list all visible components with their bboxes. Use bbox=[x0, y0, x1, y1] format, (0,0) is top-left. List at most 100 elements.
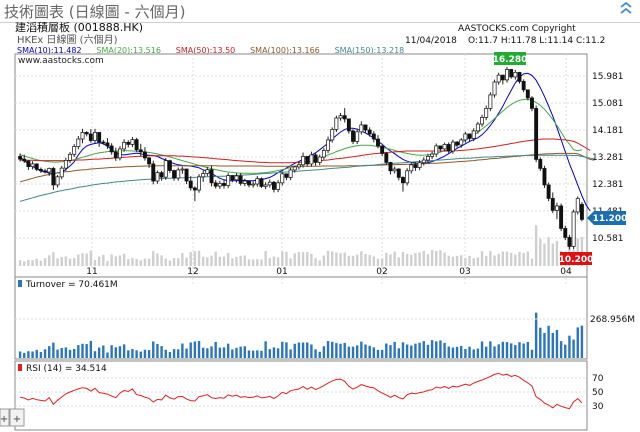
overlay-volume-bar bbox=[197, 250, 201, 266]
candle-body bbox=[163, 160, 168, 178]
overlay-volume-bar bbox=[35, 258, 38, 266]
candle-body bbox=[76, 138, 81, 147]
turnover-bar bbox=[385, 343, 388, 358]
overlay-volume-bar bbox=[210, 255, 213, 266]
sma-legend-entry: SMA(50):13.50 bbox=[176, 46, 235, 55]
turnover-bar bbox=[405, 344, 409, 358]
candle-body bbox=[130, 139, 135, 145]
candle bbox=[280, 171, 285, 186]
candle-body bbox=[405, 170, 410, 184]
candle bbox=[334, 115, 339, 133]
overlay-volume-bar bbox=[68, 258, 72, 266]
candle bbox=[284, 173, 289, 181]
candle-body bbox=[184, 168, 189, 182]
price-tick-label: 10.581 bbox=[592, 234, 624, 244]
overlay-volume-bar bbox=[106, 261, 109, 266]
overlay-volume-bar bbox=[177, 258, 180, 266]
turnover-bar bbox=[389, 345, 392, 358]
overlay-volume-bar bbox=[534, 225, 538, 266]
overlay-volume-bar bbox=[239, 255, 242, 266]
overlay-volume-bar bbox=[397, 257, 401, 266]
candle-body bbox=[542, 168, 547, 186]
overlay-volume-bar bbox=[114, 256, 118, 266]
turnover-bar bbox=[52, 342, 55, 358]
candle-body bbox=[346, 118, 351, 132]
candle-body bbox=[217, 183, 222, 187]
candle bbox=[138, 143, 143, 157]
candle-body bbox=[388, 162, 393, 172]
candle-body bbox=[521, 81, 526, 91]
turnover-bar bbox=[376, 349, 380, 358]
zoom-in-button[interactable] bbox=[9, 408, 25, 427]
collapse-chevron-icon[interactable] bbox=[618, 2, 634, 18]
zoom-out-button[interactable] bbox=[0, 408, 10, 427]
candle-body bbox=[421, 159, 426, 164]
turnover-bar bbox=[322, 346, 326, 358]
candle-body bbox=[43, 170, 48, 173]
candle bbox=[217, 180, 222, 189]
candle-body bbox=[296, 164, 301, 168]
watermark: www.aastocks.com bbox=[18, 56, 104, 66]
overlay-volume-bar bbox=[64, 256, 68, 266]
turnover-bar bbox=[364, 344, 367, 358]
candle bbox=[55, 175, 60, 188]
candle-body bbox=[438, 145, 443, 150]
candle-body bbox=[192, 187, 197, 191]
turnover-bar bbox=[64, 347, 68, 358]
turnover-bar bbox=[72, 349, 76, 358]
candle-body bbox=[138, 149, 143, 153]
candle bbox=[38, 167, 43, 173]
turnover-bar bbox=[143, 349, 147, 358]
turnover-bar bbox=[476, 348, 480, 358]
candle bbox=[384, 151, 389, 166]
candle bbox=[209, 165, 214, 187]
candle bbox=[47, 167, 52, 176]
candle-body bbox=[550, 198, 555, 211]
overlay-volume-bar bbox=[143, 258, 147, 266]
overlay-volume-bar bbox=[135, 259, 138, 266]
turnover-bar bbox=[168, 352, 172, 358]
turnover-bar bbox=[530, 349, 534, 358]
candle-body bbox=[500, 74, 505, 81]
overlay-volume-bar bbox=[85, 253, 88, 266]
window-title: 技術圖表 (日線圖 - 六個月) bbox=[4, 3, 186, 21]
overlay-volume-bar bbox=[272, 256, 276, 266]
candle bbox=[450, 139, 455, 154]
turnover-bar bbox=[393, 341, 396, 358]
overlay-volume-bar bbox=[414, 253, 417, 266]
candle bbox=[113, 147, 118, 161]
turnover-bar bbox=[547, 325, 550, 358]
overlay-volume-bar bbox=[102, 254, 105, 266]
candle bbox=[438, 145, 443, 152]
candle bbox=[80, 128, 85, 144]
turnover-bar bbox=[293, 343, 296, 358]
candle bbox=[363, 124, 368, 134]
candle-body bbox=[205, 169, 210, 174]
candle bbox=[288, 167, 293, 181]
candle bbox=[63, 157, 68, 171]
overlay-volume-bar bbox=[118, 255, 122, 266]
overlay-volume-bar bbox=[181, 253, 184, 266]
overlay-volume-bar bbox=[451, 256, 455, 266]
overlay-volume-bar bbox=[256, 259, 259, 266]
overlay-volume-bar bbox=[501, 251, 505, 266]
overlay-volume-bar bbox=[301, 252, 305, 266]
overlay-volume-bar bbox=[60, 257, 63, 266]
overlay-volume-bar bbox=[480, 251, 484, 266]
candle bbox=[18, 153, 23, 162]
overlay-volume-bar bbox=[339, 253, 342, 266]
turnover-bar bbox=[534, 312, 538, 358]
candle-body bbox=[34, 163, 39, 170]
candle bbox=[205, 166, 210, 177]
candle bbox=[313, 153, 318, 166]
candle bbox=[371, 131, 376, 143]
turnover-bar bbox=[185, 348, 188, 358]
turnover-bar bbox=[43, 349, 47, 358]
turnover-bar bbox=[197, 341, 201, 358]
candle-body bbox=[72, 146, 77, 155]
candle bbox=[30, 161, 35, 170]
turnover-bar bbox=[23, 352, 26, 358]
candle bbox=[188, 176, 193, 191]
overlay-volume-bar bbox=[526, 251, 530, 266]
turnover-bar bbox=[551, 332, 554, 358]
